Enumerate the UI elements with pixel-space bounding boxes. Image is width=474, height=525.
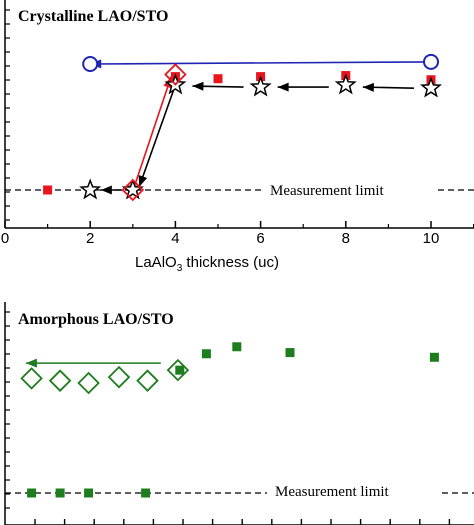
filled-square-point-3 [141,488,151,498]
x-axis-label-subscript: 3 [177,263,183,274]
filled-square-point-8 [429,352,439,362]
filled-square-point-1 [55,488,65,498]
filled-square-point-3 [213,74,223,84]
filled-square-point-0 [43,185,53,195]
amorphous-panel: Amorphous LAO/STO Measurement limit [4,302,474,525]
x-tick-label-10: 10 [423,230,440,247]
x-tick-label-2: 2 [86,230,94,247]
x-axis-label-main: LaAlO [135,254,177,271]
open-circle-point-1 [423,53,439,70]
open-diamond-point-0 [20,367,43,390]
arrow-4 [138,84,177,188]
crystalline-panel: Crystalline LAO/STO Measurement limit 0 2… [1,0,474,274]
arrow-head-4 [138,174,148,187]
arrow-head-2 [277,82,289,92]
x-tick-label-0: 0 [1,230,9,247]
arrow-head-5 [100,185,112,195]
filled-square-point-2 [84,488,94,498]
x-tick-labels: 0 2 4 6 8 10 [1,230,440,247]
arrow-6 [134,76,172,186]
open-diamond-point-2 [77,371,100,395]
arrow-head-3 [192,81,204,91]
open-diamond-point-0 [121,178,145,202]
open-circle-point-0 [82,56,99,72]
x-tick-label-6: 6 [256,230,264,247]
arrow-head-1 [362,82,374,92]
open-diamond-point-5 [166,358,190,382]
open-diamond-point-3 [107,365,131,389]
arrow-head-0 [25,358,37,368]
open-diamond-point-1 [48,369,72,392]
filled-square-point-0 [27,488,37,498]
x-axis-label: LaAlO3 thickness (uc) [135,254,279,274]
open-diamond-point-4 [136,369,159,392]
arrow-0 [90,61,432,65]
open-star-point-0 [79,178,102,200]
x-tick-label-4: 4 [171,230,179,247]
open-diamond-point-1 [164,63,187,86]
x-tick-label-8: 8 [342,230,350,247]
amorphous-limit-label: Measurement limit [275,484,390,500]
open-star-point-5 [419,76,443,98]
filled-square-point-6 [232,342,242,352]
open-star-point-4 [334,73,357,95]
filled-square-point-7 [285,348,295,358]
filled-square-point-4 [175,365,185,375]
amorphous-title: Amorphous LAO/STO [18,311,174,328]
crystalline-limit-label: Measurement limit [270,183,385,199]
filled-square-point-5 [201,349,211,359]
open-star-point-3 [249,75,272,97]
x-axis-label-rest: thickness (uc) [182,254,279,271]
crystalline-title: Crystalline LAO/STO [18,8,168,25]
